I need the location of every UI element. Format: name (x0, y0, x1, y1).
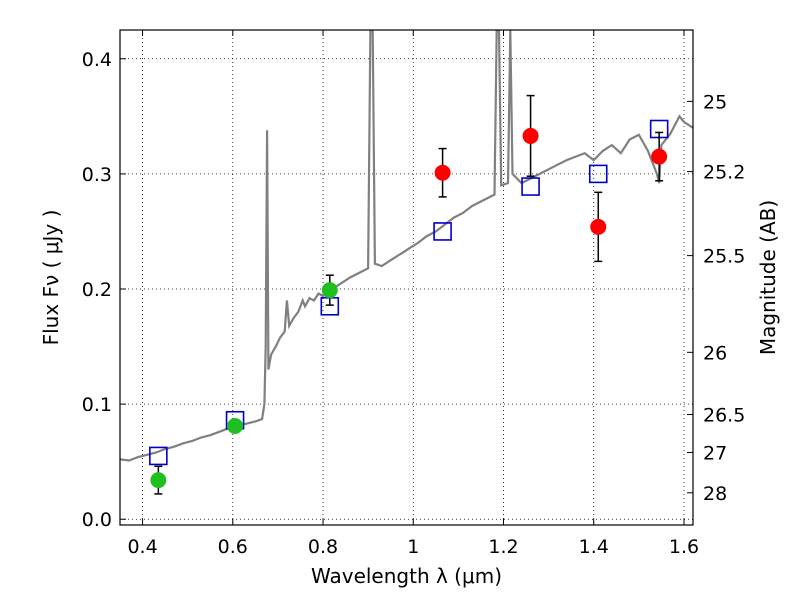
model-photometry-square (433, 222, 452, 241)
x-tick-label: 1.4 (579, 536, 609, 558)
ticks: 0.4 0.6 0.8 1 1.2 1.4 1.6 0.0 0.1 0.2 0.3 0.4 25 25.2… (82, 30, 745, 558)
observed-flux-point (321, 282, 338, 299)
observed-flux-point (150, 472, 167, 489)
y2-tick-label: 25.2 (703, 162, 745, 184)
x-tick-label: 0.4 (127, 536, 157, 558)
y2-axis-label: Magnitude (AB) (756, 200, 780, 355)
model-photometry-square (588, 164, 608, 184)
y-tick-label: 0.1 (82, 394, 112, 416)
x-tick-label: 1.6 (669, 536, 699, 558)
x-axis-label: Wavelength λ (μm) (311, 564, 502, 588)
y-axis-label: Flux Fν ( μJy ) (39, 210, 63, 346)
y2-tick-label: 26 (703, 342, 727, 364)
observed-flux-point (434, 164, 451, 181)
x-tick-label: 1 (407, 536, 419, 558)
observed-flux-point (522, 127, 539, 144)
y2-tick-label: 25.5 (703, 246, 745, 268)
x-tick-label: 0.8 (308, 536, 338, 558)
y2-tick-label: 28 (703, 483, 727, 505)
model-photometry-square (521, 177, 540, 196)
observed-flux-point (651, 148, 668, 165)
y-tick-label: 0.2 (82, 279, 112, 301)
plot-area (120, 30, 693, 495)
y2-tick-label: 27 (703, 442, 727, 464)
x-tick-label: 0.6 (218, 536, 248, 558)
grid (120, 30, 693, 525)
y2-tick-label: 26.5 (703, 404, 745, 426)
y-tick-label: 0.3 (82, 164, 112, 186)
y-tick-label: 0.4 (82, 49, 112, 71)
x-tick-label: 1.2 (488, 536, 518, 558)
y2-tick-label: 25 (703, 91, 727, 113)
y-tick-label: 0.0 (82, 509, 112, 531)
model-photometry-square (149, 446, 168, 466)
axes-frame (119, 29, 694, 526)
observed-flux-point (227, 418, 244, 434)
model-spectrum-line (120, 30, 693, 462)
observed-flux-point (590, 218, 607, 235)
